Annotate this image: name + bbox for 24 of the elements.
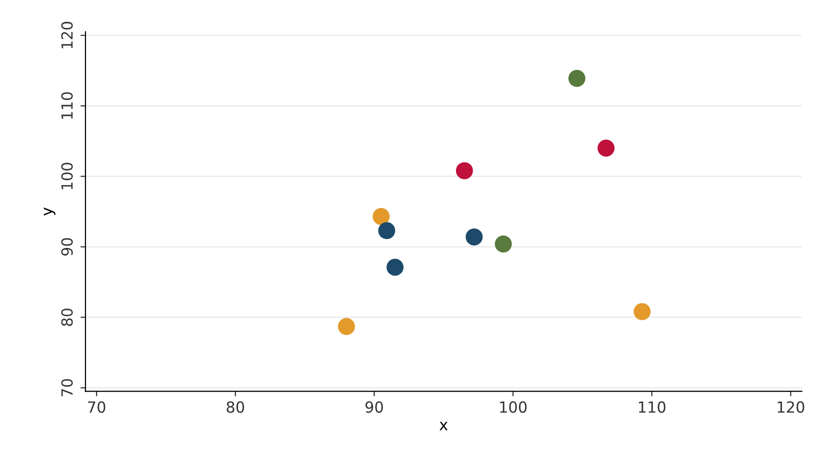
point bbox=[378, 222, 396, 240]
x-tick-label: 120 bbox=[778, 401, 804, 413]
x-tick-label: 70 bbox=[88, 401, 106, 413]
point bbox=[466, 228, 483, 246]
x-tick-label: 80 bbox=[226, 401, 244, 413]
y-tick-label: 100 bbox=[61, 162, 73, 190]
x-tick-label: 90 bbox=[365, 401, 383, 413]
x-axis-title: x bbox=[440, 422, 448, 430]
point bbox=[598, 140, 615, 157]
point bbox=[372, 208, 390, 226]
x-tick-label: 110 bbox=[638, 401, 666, 413]
point bbox=[494, 235, 512, 252]
x-tick-label: 100 bbox=[500, 401, 527, 413]
point bbox=[338, 318, 355, 335]
y-tick-label: 70 bbox=[61, 379, 73, 396]
point bbox=[386, 258, 404, 276]
y-axis-title: y bbox=[44, 208, 56, 216]
y-tick-label: 120 bbox=[61, 22, 73, 48]
y-tick-label: 90 bbox=[61, 238, 73, 256]
point bbox=[634, 303, 651, 320]
y-tick-label: 80 bbox=[61, 308, 73, 326]
point bbox=[456, 162, 473, 180]
point bbox=[568, 70, 586, 87]
y-tick-label: 110 bbox=[61, 92, 73, 119]
